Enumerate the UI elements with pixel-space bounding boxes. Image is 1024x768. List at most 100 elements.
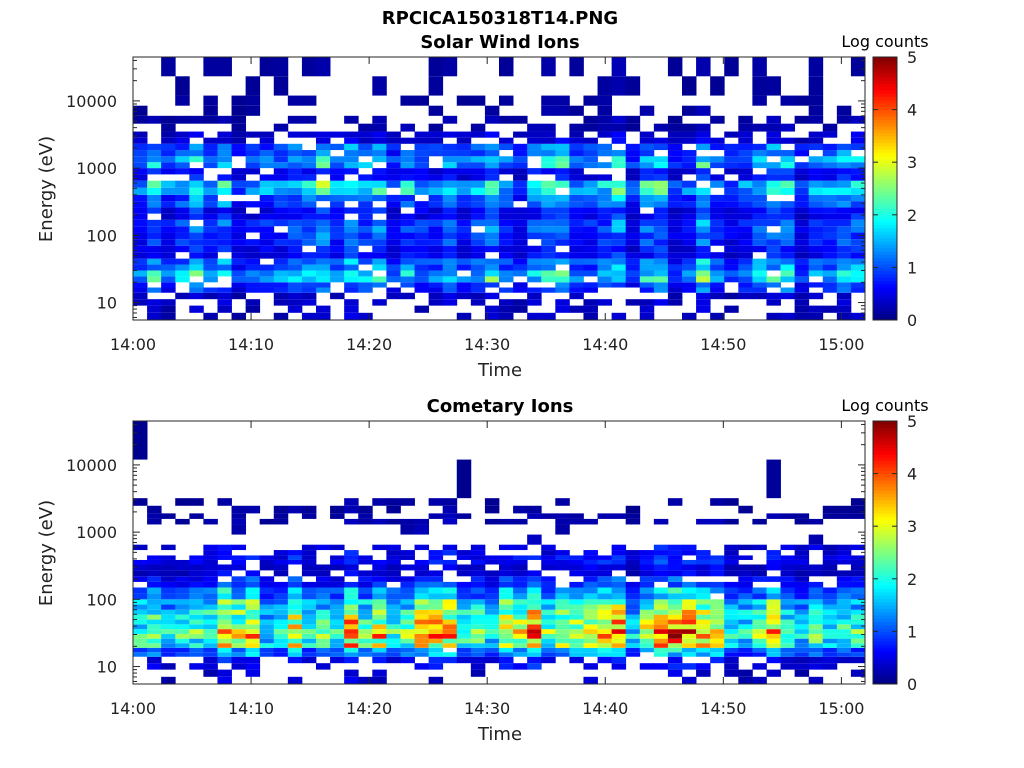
colorbar-tick-label: 4	[907, 465, 917, 484]
heatmap-cell	[386, 232, 401, 240]
heatmap-cell	[428, 587, 444, 594]
heatmap-cell	[316, 643, 331, 648]
heatmap-cell	[245, 656, 261, 664]
heatmap-cell	[583, 619, 598, 625]
heatmap-cell	[161, 187, 176, 195]
heatmap-cell	[625, 258, 641, 265]
heatmap-cell	[569, 287, 584, 293]
heatmap-cell	[470, 629, 486, 634]
y-tick-label: 1000	[76, 159, 117, 178]
heatmap-cell	[287, 638, 303, 644]
heatmap-cell	[836, 270, 852, 277]
heatmap-cell	[541, 643, 556, 648]
heatmap-cell	[358, 555, 373, 560]
heatmap-cell	[245, 219, 261, 227]
heatmap-cell	[470, 270, 486, 277]
heatmap-cell	[273, 201, 289, 208]
heatmap-cell	[513, 245, 528, 253]
heatmap-cell	[597, 219, 613, 227]
heatmap-cell	[569, 513, 584, 519]
heatmap-cell	[710, 604, 725, 610]
colorbar-tick-label: 1	[907, 622, 917, 641]
heatmap-cell	[484, 570, 500, 577]
colorbar-segment	[873, 424, 897, 429]
heatmap-cell	[301, 638, 317, 644]
heatmap-cell	[499, 576, 514, 582]
heatmap-cell	[710, 162, 725, 169]
heatmap-cell	[470, 555, 486, 560]
heatmap-cell	[428, 292, 444, 300]
heatmap-cell	[217, 207, 232, 214]
heatmap-cell	[133, 638, 148, 644]
heatmap-cell	[794, 669, 810, 677]
heatmap-cell	[372, 656, 387, 664]
heatmap-cell	[794, 137, 810, 144]
heatmap-cell	[527, 505, 542, 514]
heatmap-cell	[301, 593, 317, 600]
heatmap-cell	[259, 264, 275, 271]
heatmap-cell	[386, 599, 401, 605]
heatmap-cell	[442, 131, 458, 138]
heatmap-cell	[456, 629, 472, 634]
heatmap-cell	[822, 123, 838, 132]
heatmap-cell	[752, 57, 767, 77]
heatmap-cell	[738, 587, 753, 594]
heatmap-cell	[752, 652, 767, 657]
heatmap-cell	[273, 652, 289, 657]
heatmap-cell	[808, 245, 824, 253]
heatmap-cell	[752, 629, 767, 634]
heatmap-cell	[597, 245, 613, 253]
heatmap-cell	[653, 137, 669, 144]
heatmap-cell	[752, 207, 767, 214]
colorbar-segment	[873, 152, 897, 157]
heatmap-cell	[273, 264, 289, 271]
heatmap-cell	[541, 599, 556, 605]
heatmap-cell	[175, 143, 190, 151]
heatmap-cell	[836, 245, 852, 253]
heatmap-cell	[470, 638, 486, 644]
heatmap-cell	[133, 599, 148, 605]
heatmap-cell	[513, 593, 528, 600]
heatmap-cell	[484, 305, 500, 313]
heatmap-cell	[133, 421, 148, 460]
colorbar-segment	[873, 677, 897, 682]
heatmap-cell	[653, 633, 669, 639]
heatmap-cell	[766, 180, 781, 188]
heatmap-cell	[442, 213, 458, 220]
heatmap-cell	[301, 513, 317, 519]
heatmap-cell	[273, 643, 289, 648]
heatmap-cell	[710, 156, 725, 163]
heatmap-cell	[611, 624, 627, 630]
heatmap-cell	[203, 115, 218, 124]
heatmap-cell	[738, 638, 753, 644]
heatmap-cell	[766, 174, 781, 181]
heatmap-cell	[344, 581, 359, 588]
heatmap-cell	[358, 143, 373, 151]
heatmap-cell	[850, 174, 866, 181]
heatmap-cell	[372, 647, 387, 653]
heatmap-cell	[470, 123, 486, 132]
heatmap-cell	[287, 676, 303, 684]
heatmap-cell	[794, 270, 810, 277]
heatmap-cell	[259, 604, 275, 610]
heatmap-cell	[850, 581, 866, 588]
heatmap-cell	[316, 599, 331, 605]
heatmap-cell	[822, 156, 838, 163]
heatmap-cell	[499, 239, 514, 246]
heatmap-cell	[484, 587, 500, 594]
heatmap-cell	[625, 270, 641, 277]
colorbar-segment	[873, 568, 897, 573]
heatmap-cell	[667, 162, 683, 169]
heatmap-cell	[287, 614, 303, 620]
heatmap-cell	[301, 643, 317, 648]
heatmap-cell	[653, 663, 669, 670]
heatmap-cell	[597, 604, 613, 610]
heatmap-cell	[372, 207, 387, 214]
heatmap-cell	[836, 258, 852, 265]
heatmap-cell	[330, 564, 345, 571]
heatmap-cell	[161, 647, 176, 653]
colorbar-segment	[873, 139, 897, 143]
colorbar-tick-label: 2	[907, 206, 917, 225]
heatmap-cell	[625, 180, 641, 188]
heatmap-cell	[766, 550, 781, 556]
